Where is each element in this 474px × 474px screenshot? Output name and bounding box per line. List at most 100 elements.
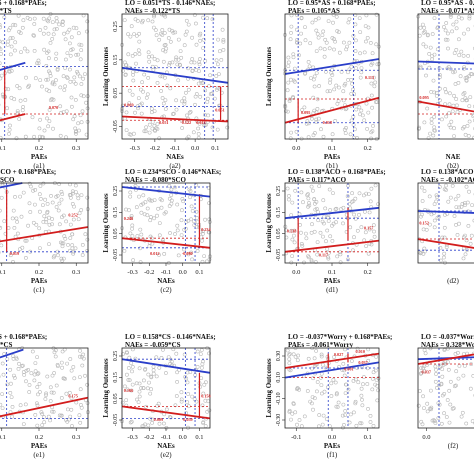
scatter-points <box>120 183 212 265</box>
data-point <box>334 14 339 19</box>
data-point <box>31 33 36 38</box>
data-point <box>16 13 21 18</box>
data-point <box>310 188 315 193</box>
data-point <box>174 351 179 356</box>
data-point <box>292 66 297 71</box>
data-point <box>39 196 43 201</box>
data-point <box>215 86 220 91</box>
data-point <box>199 365 204 370</box>
data-point <box>81 352 86 357</box>
data-point <box>84 100 89 105</box>
data-point <box>452 93 456 98</box>
data-point <box>453 82 458 86</box>
data-point <box>80 253 85 257</box>
data-point <box>315 107 320 111</box>
y-axis-label: Learning Outcomes <box>265 358 273 418</box>
data-point <box>158 74 163 79</box>
x-tick-label: -0.2 <box>150 145 160 152</box>
data-point <box>322 54 327 59</box>
data-point <box>42 420 47 425</box>
data-point <box>376 202 381 207</box>
data-point <box>456 15 461 20</box>
data-point <box>341 89 346 94</box>
data-point <box>158 31 163 36</box>
data-point <box>13 40 18 45</box>
data-point <box>362 209 367 214</box>
data-point <box>52 82 57 87</box>
data-point <box>47 222 52 227</box>
data-point <box>305 193 310 198</box>
data-point <box>57 201 62 206</box>
data-point <box>38 390 42 394</box>
data-point <box>38 246 42 251</box>
data-point <box>43 197 48 202</box>
data-point <box>0 208 2 213</box>
data-point <box>0 25 2 30</box>
data-point <box>163 371 168 375</box>
data-point <box>360 403 365 408</box>
data-point <box>348 412 353 417</box>
data-point <box>54 205 59 209</box>
data-point <box>436 25 440 30</box>
x-tick-label: -0.3 <box>127 269 137 276</box>
data-point <box>435 195 439 200</box>
data-point <box>370 51 375 56</box>
data-point <box>446 46 450 51</box>
data-point <box>466 223 471 228</box>
data-point <box>425 106 430 111</box>
data-point <box>454 369 459 374</box>
data-point <box>303 231 308 236</box>
data-point <box>77 42 82 47</box>
data-point <box>357 16 362 21</box>
data-point <box>330 132 335 137</box>
data-point <box>321 413 326 418</box>
data-point <box>128 190 133 195</box>
data-point <box>323 37 328 42</box>
data-point <box>418 66 423 70</box>
data-point <box>219 58 224 62</box>
data-point <box>375 398 380 403</box>
data-point <box>214 58 219 63</box>
data-point <box>297 387 302 392</box>
data-point <box>441 362 446 367</box>
data-point <box>445 398 450 402</box>
data-point <box>203 424 208 428</box>
data-point <box>210 17 215 22</box>
data-point <box>159 355 164 360</box>
data-point <box>64 135 68 140</box>
data-point <box>23 402 28 407</box>
data-point <box>126 32 131 37</box>
data-point <box>310 395 315 400</box>
data-point <box>158 197 163 201</box>
data-point <box>161 59 166 64</box>
data-point <box>308 76 313 81</box>
data-point <box>342 83 347 88</box>
data-point <box>121 352 125 356</box>
data-point <box>136 48 141 53</box>
data-point <box>68 79 73 84</box>
data-point <box>285 186 290 191</box>
data-point <box>207 408 212 413</box>
data-point <box>59 189 64 194</box>
data-point <box>168 39 173 44</box>
data-label: 0.095 <box>419 95 428 100</box>
data-point <box>312 108 317 113</box>
data-point <box>424 227 429 232</box>
data-point <box>320 362 325 367</box>
data-point <box>295 358 300 363</box>
data-point <box>200 229 205 234</box>
data-point <box>313 17 318 22</box>
data-point <box>431 418 436 423</box>
data-point <box>152 14 156 19</box>
data-point <box>421 251 426 256</box>
data-point <box>48 41 53 45</box>
data-point <box>166 355 171 360</box>
data-point <box>0 361 5 366</box>
data-point <box>64 391 69 396</box>
data-point <box>422 406 426 411</box>
y-tick-label: 0.25 <box>113 21 119 32</box>
data-point <box>425 401 430 406</box>
data-point <box>129 214 134 218</box>
data-point <box>427 194 432 199</box>
